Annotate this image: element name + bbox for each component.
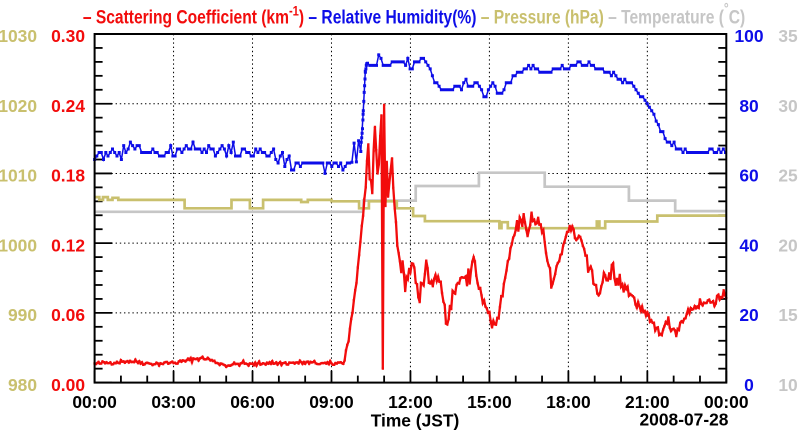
svg-text:0.00: 0.00 bbox=[51, 375, 85, 395]
svg-text:15:00: 15:00 bbox=[467, 392, 511, 412]
svg-text:12:00: 12:00 bbox=[388, 392, 432, 412]
svg-text:1010: 1010 bbox=[0, 166, 37, 186]
svg-text:80: 80 bbox=[739, 96, 758, 116]
svg-text:Time (JST): Time (JST) bbox=[371, 410, 460, 430]
svg-text:1020: 1020 bbox=[0, 96, 37, 116]
svg-text:20: 20 bbox=[739, 305, 758, 325]
svg-text:100: 100 bbox=[734, 26, 763, 46]
svg-text:25: 25 bbox=[778, 166, 798, 186]
svg-text:20: 20 bbox=[778, 235, 797, 255]
svg-text:980: 980 bbox=[8, 375, 37, 395]
svg-text:0.30: 0.30 bbox=[51, 26, 85, 46]
svg-text:18:00: 18:00 bbox=[546, 392, 590, 412]
svg-text:35: 35 bbox=[778, 26, 798, 46]
svg-text:03:00: 03:00 bbox=[151, 392, 195, 412]
svg-text:21:00: 21:00 bbox=[625, 392, 669, 412]
svg-text:00:00: 00:00 bbox=[704, 392, 748, 412]
svg-text:1030: 1030 bbox=[0, 26, 37, 46]
svg-text:09:00: 09:00 bbox=[309, 392, 353, 412]
svg-text:15: 15 bbox=[778, 305, 798, 325]
svg-text:00:00: 00:00 bbox=[72, 392, 116, 412]
svg-text:0.18: 0.18 bbox=[51, 166, 85, 186]
svg-text:30: 30 bbox=[778, 96, 797, 116]
svg-text:06:00: 06:00 bbox=[230, 392, 274, 412]
svg-text:0.12: 0.12 bbox=[51, 235, 85, 255]
svg-text:1000: 1000 bbox=[0, 235, 37, 255]
svg-text:– Scattering Coefficient (km-1: – Scattering Coefficient (km-1) – Relati… bbox=[83, 0, 745, 28]
svg-text:60: 60 bbox=[739, 166, 758, 186]
svg-text:990: 990 bbox=[8, 305, 37, 325]
svg-text:0.24: 0.24 bbox=[51, 96, 85, 116]
svg-text:2008-07-28: 2008-07-28 bbox=[640, 410, 729, 430]
svg-text:0: 0 bbox=[744, 375, 754, 395]
svg-text:10: 10 bbox=[778, 375, 797, 395]
svg-text:0.06: 0.06 bbox=[51, 305, 85, 325]
svg-text:40: 40 bbox=[739, 235, 758, 255]
